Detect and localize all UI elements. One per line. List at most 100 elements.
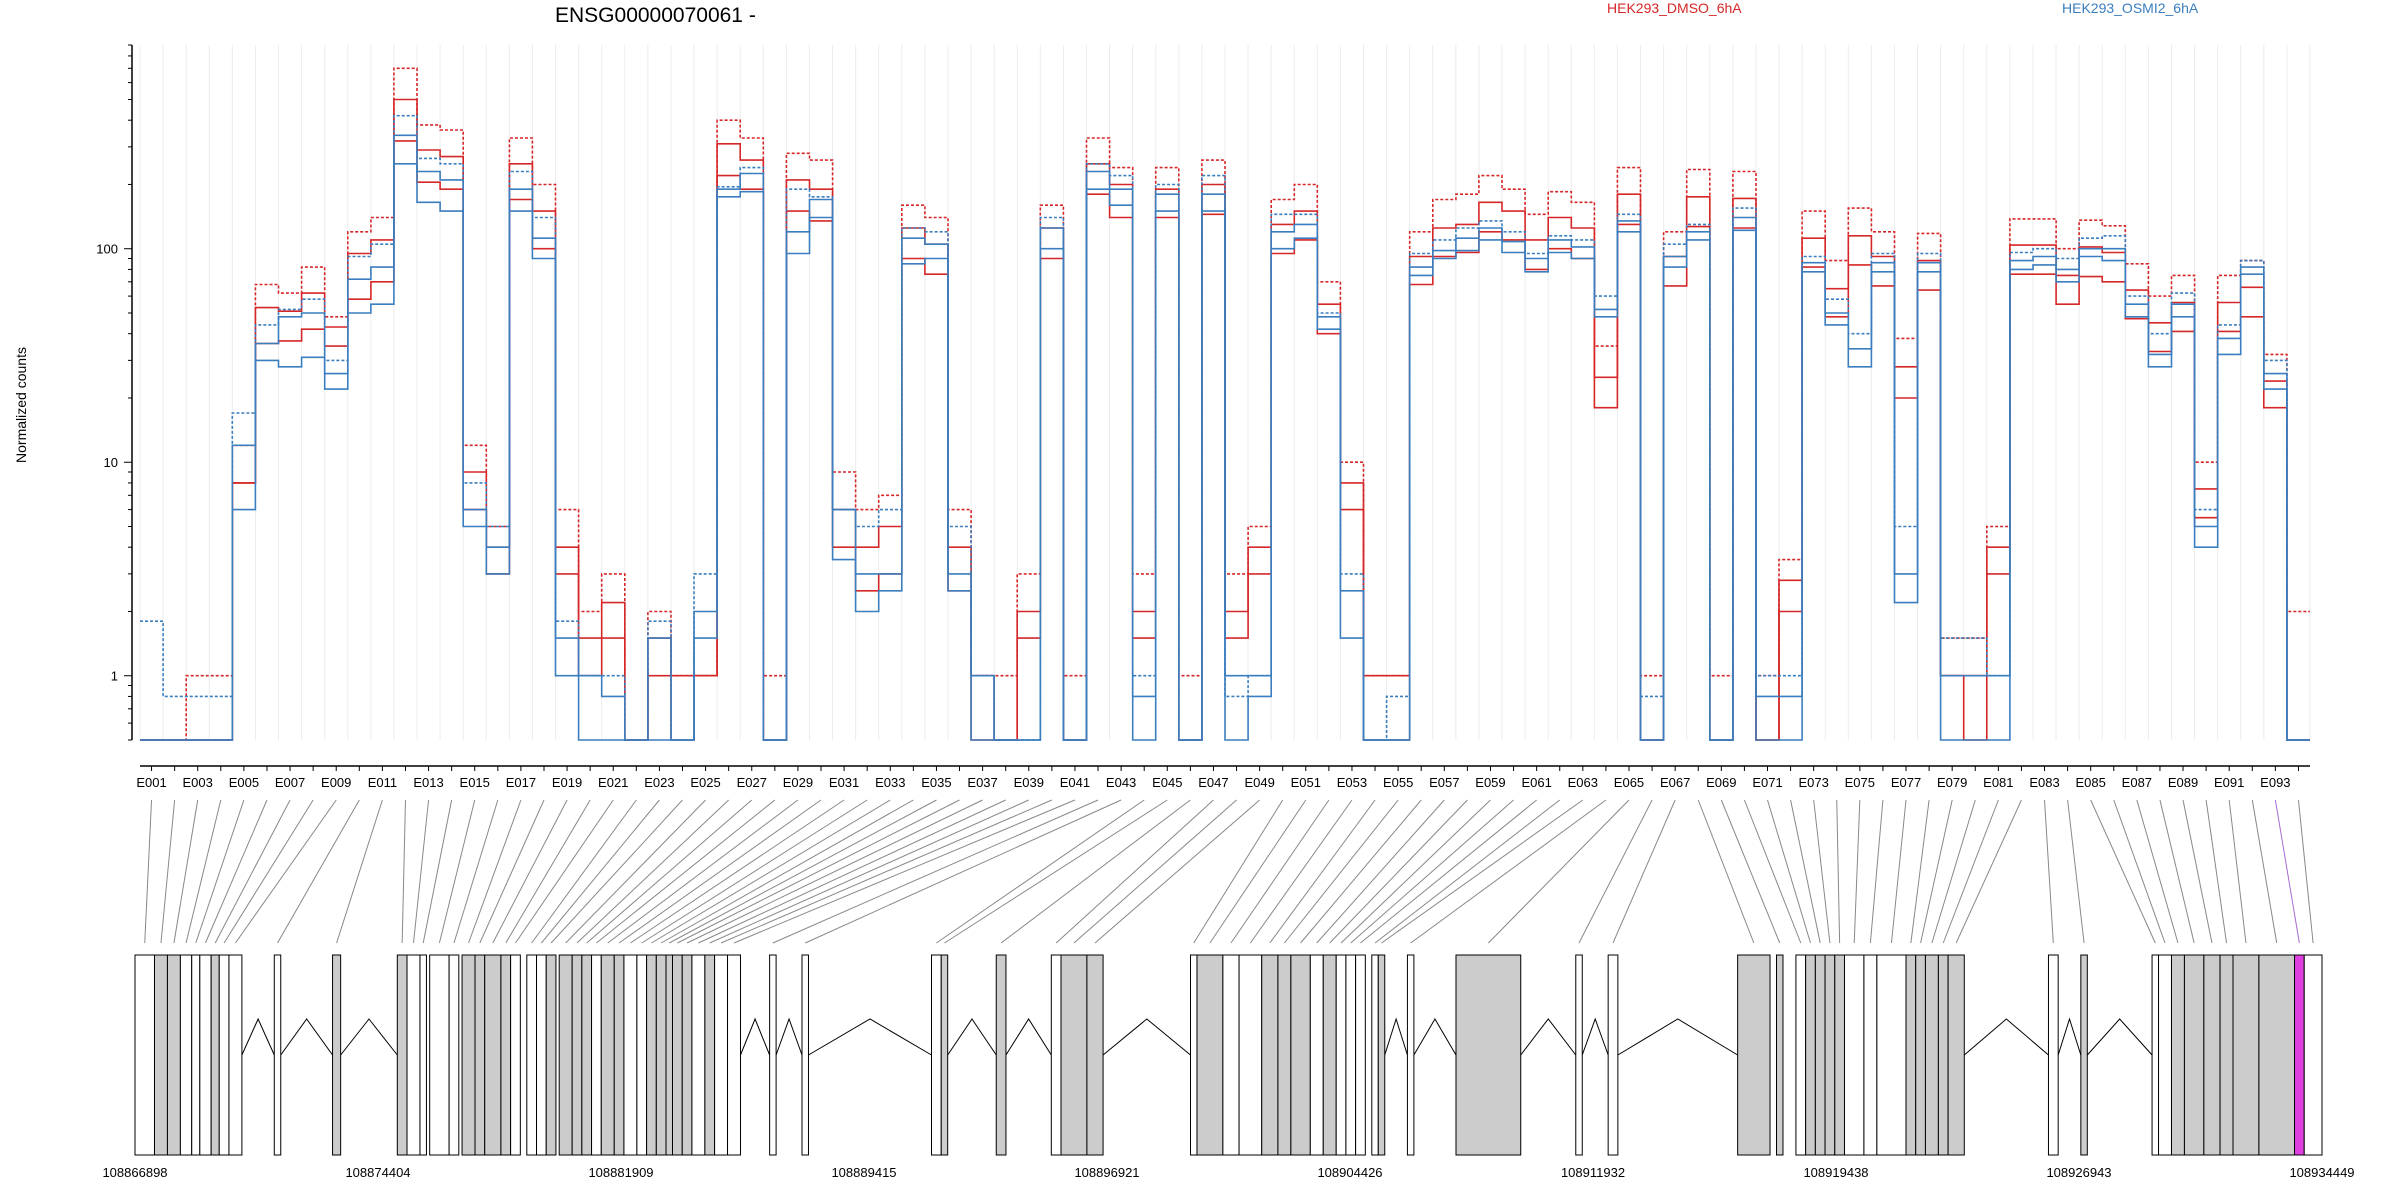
- exon-connector: [2297, 799, 2314, 944]
- exon-block: [2203, 954, 2221, 1156]
- exon-connector: [160, 799, 176, 944]
- exon-block: [218, 954, 230, 1156]
- exon-label: E031: [829, 775, 859, 790]
- exon-block: [1261, 954, 1279, 1156]
- exon-block: [1937, 954, 1949, 1156]
- genomic-coordinate-label: 108926943: [2046, 1165, 2111, 1180]
- exon-block: [1335, 954, 1347, 1156]
- exon-label: E037: [967, 775, 997, 790]
- exon-block: [1834, 954, 1845, 1156]
- exon-block: [1843, 954, 1865, 1156]
- exon-label: E071: [1752, 775, 1782, 790]
- exon-block: [714, 954, 729, 1156]
- exon-label: E091: [2214, 775, 2244, 790]
- exon-block: [613, 954, 625, 1156]
- exon-connector: [1612, 799, 1676, 944]
- exon-label: E033: [875, 775, 905, 790]
- exon-connector: [565, 799, 706, 944]
- exon-label: E087: [2122, 775, 2152, 790]
- exon-block: [1814, 954, 1826, 1156]
- exon-connector: [173, 799, 199, 944]
- exon-block: [2232, 954, 2260, 1156]
- exon-connector: [944, 799, 1168, 944]
- exon-block: [1190, 954, 1198, 1156]
- exon-block: [461, 954, 476, 1156]
- exon-block: [179, 954, 193, 1156]
- exon-label: E017: [506, 775, 536, 790]
- y-tick-label: 10: [104, 455, 118, 470]
- genomic-coordinate-label: 108896921: [1074, 1165, 1139, 1180]
- exon-block: [931, 954, 942, 1156]
- exon-connector: [1094, 799, 1260, 944]
- exon-label: E093: [2260, 775, 2290, 790]
- exon-block: [526, 954, 538, 1156]
- exon-connector: [422, 799, 453, 944]
- exon-connector: [1073, 799, 1237, 944]
- exon-connector: [505, 799, 591, 944]
- exon-connector: [1284, 799, 1399, 944]
- genomic-coordinate-axis: 108866898 108874404 108881909 108889415 1088…: [102, 1165, 2354, 1180]
- exon-block: [1355, 954, 1366, 1156]
- exon-connector: [1767, 799, 1811, 944]
- exon-block: [591, 954, 602, 1156]
- exon-connector: [686, 799, 983, 944]
- exon-block: [1737, 954, 1771, 1156]
- exon-connector: [401, 799, 406, 944]
- intron-line: [775, 1017, 803, 1056]
- exon-connector: [195, 799, 245, 944]
- exon-label: E081: [1983, 775, 2013, 790]
- genomic-coordinate-label: 108919438: [1803, 1165, 1868, 1180]
- genomic-coordinate-label: 108934449: [2289, 1165, 2354, 1180]
- exon-block: [940, 954, 949, 1156]
- exon-connector: [618, 799, 822, 944]
- exon-block: [600, 954, 615, 1156]
- exon-connector: [1813, 799, 1831, 944]
- exon-connector: [733, 799, 1076, 944]
- exon-block: [558, 954, 573, 1156]
- exon-label: E077: [1891, 775, 1921, 790]
- exon-label: E061: [1521, 775, 1551, 790]
- exon-label: E049: [1244, 775, 1274, 790]
- exon-block: [1776, 954, 1784, 1156]
- exon-connector: [550, 799, 683, 944]
- exon-label: E013: [413, 775, 443, 790]
- exon-block: [1607, 954, 1619, 1156]
- exon-label: E085: [2076, 775, 2106, 790]
- intron-line: [1005, 1018, 1052, 1056]
- exon-label: E045: [1152, 775, 1182, 790]
- exon-connector: [1374, 799, 1561, 944]
- exon-connector: [1340, 799, 1491, 944]
- exon-block: [769, 954, 777, 1156]
- exon-connector: [479, 799, 545, 944]
- exon-block: [2080, 954, 2088, 1156]
- exon-block: [406, 954, 421, 1156]
- intron-line: [280, 1018, 333, 1056]
- exon-connector: [144, 799, 153, 944]
- exon-block: [191, 954, 201, 1156]
- exon-connector: [1209, 799, 1307, 944]
- exon-block: [2183, 954, 2205, 1156]
- exon-connector: [205, 799, 268, 944]
- exon-connector: [1942, 799, 1999, 944]
- exon-block: [419, 954, 427, 1156]
- exon-connector: [468, 799, 522, 944]
- exon-label: E057: [1429, 775, 1459, 790]
- exon-block: [801, 954, 809, 1156]
- exon-block: [1377, 954, 1386, 1156]
- exon-block: [332, 954, 342, 1156]
- exon-block: [1196, 954, 1224, 1156]
- exon-block: [1345, 954, 1357, 1156]
- exon-connector: [223, 799, 314, 944]
- exon-block: [636, 954, 648, 1156]
- exon-label: E043: [1106, 775, 1136, 790]
- intron-line: [1102, 1018, 1191, 1056]
- exon-label: E039: [1014, 775, 1044, 790]
- exon-block: [1290, 954, 1311, 1156]
- exon-block: [1086, 954, 1104, 1156]
- exon-connector: [1360, 799, 1537, 944]
- exon-label: E065: [1614, 775, 1644, 790]
- exon-label: E035: [921, 775, 951, 790]
- exon-block: [448, 954, 460, 1156]
- exon-connector: [1055, 799, 1214, 944]
- exon-label: E073: [1798, 775, 1828, 790]
